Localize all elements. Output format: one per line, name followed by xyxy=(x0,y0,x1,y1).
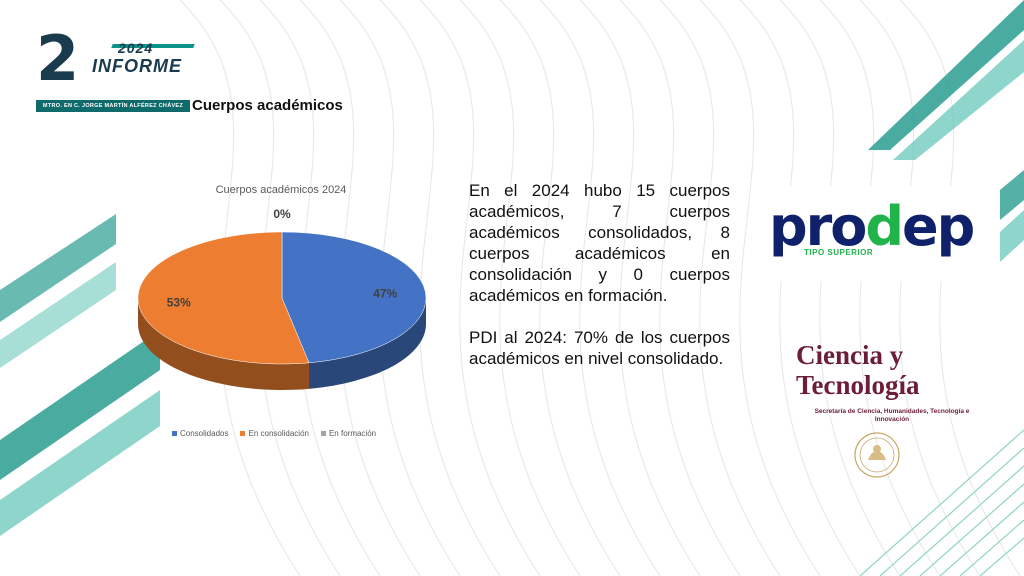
logo-word: INFORME xyxy=(92,56,182,76)
pie-chart-svg: 47% 53% 0% xyxy=(137,207,427,390)
pie-slice-consolidados xyxy=(281,231,427,364)
prodep-wordmark: prodep xyxy=(769,200,975,254)
pie-side-en-consolidación xyxy=(138,298,309,390)
legend-item-consolidados: Consolidados xyxy=(172,429,228,438)
body-text: En el 2024 hubo 15 cuerpos académicos, 7… xyxy=(469,180,730,390)
legend-label: En consolidación xyxy=(248,429,309,438)
chart-title: Cuerpos académicos 2024 xyxy=(215,184,347,196)
paragraph-summary: En el 2024 hubo 15 cuerpos académicos, 7… xyxy=(469,181,730,305)
logo-year: 2024 xyxy=(118,40,154,56)
informe-logo: 2 2024 INFORME MTRO. EN C. JORGE MARTÍN … xyxy=(36,28,196,118)
prodep-part3: ep xyxy=(902,195,975,258)
paragraph-pdi: PDI al 2024: 70% de los cuerpos académic… xyxy=(469,328,730,368)
prodep-subtitle: TIPO SUPERIOR xyxy=(804,248,874,257)
pie-slice-en-consolidación xyxy=(137,231,310,365)
ciencia-tecnologia-logo: Ciencia y Tecnología xyxy=(796,340,996,400)
legend-swatch xyxy=(320,431,326,436)
ciencia-line1: Ciencia y xyxy=(796,340,904,370)
ciencia-line2: Tecnología xyxy=(796,370,920,400)
data-label-consolidados: 47% xyxy=(373,287,397,301)
mexico-seal-icon xyxy=(854,432,900,478)
section-title: Cuerpos académicos xyxy=(192,97,343,114)
data-label-en-consolidación: 53% xyxy=(167,295,191,309)
legend-label: Consolidados xyxy=(180,429,229,438)
legend-label: En formación xyxy=(328,429,377,438)
prodep-part2: d xyxy=(865,195,904,258)
pie-side-consolidados xyxy=(308,298,426,389)
data-label-en-formación: 0% xyxy=(273,207,291,221)
logo-number: 2 xyxy=(36,22,79,95)
legend-swatch xyxy=(240,431,246,436)
legend-item-en-consolidacion: En consolidación xyxy=(240,429,309,438)
legend-swatch xyxy=(172,431,177,436)
legend-item-en-formacion: En formación xyxy=(320,429,377,438)
ciencia-subtitle: Secretaría de Ciencia, Humanidades, Tecn… xyxy=(814,408,970,423)
pie-chart: Cuerpos académicos 2024 47% 53% 0% Consoli… xyxy=(120,176,450,456)
logo-subtitle: MTRO. EN C. JORGE MARTÍN ALFÉREZ CHÁVEZ xyxy=(36,100,190,112)
chart-legend: Consolidados En consolidación En formaci… xyxy=(172,429,376,438)
prodep-part1: pro xyxy=(769,195,867,258)
prodep-logo: prodep TIPO SUPERIOR xyxy=(766,186,996,282)
